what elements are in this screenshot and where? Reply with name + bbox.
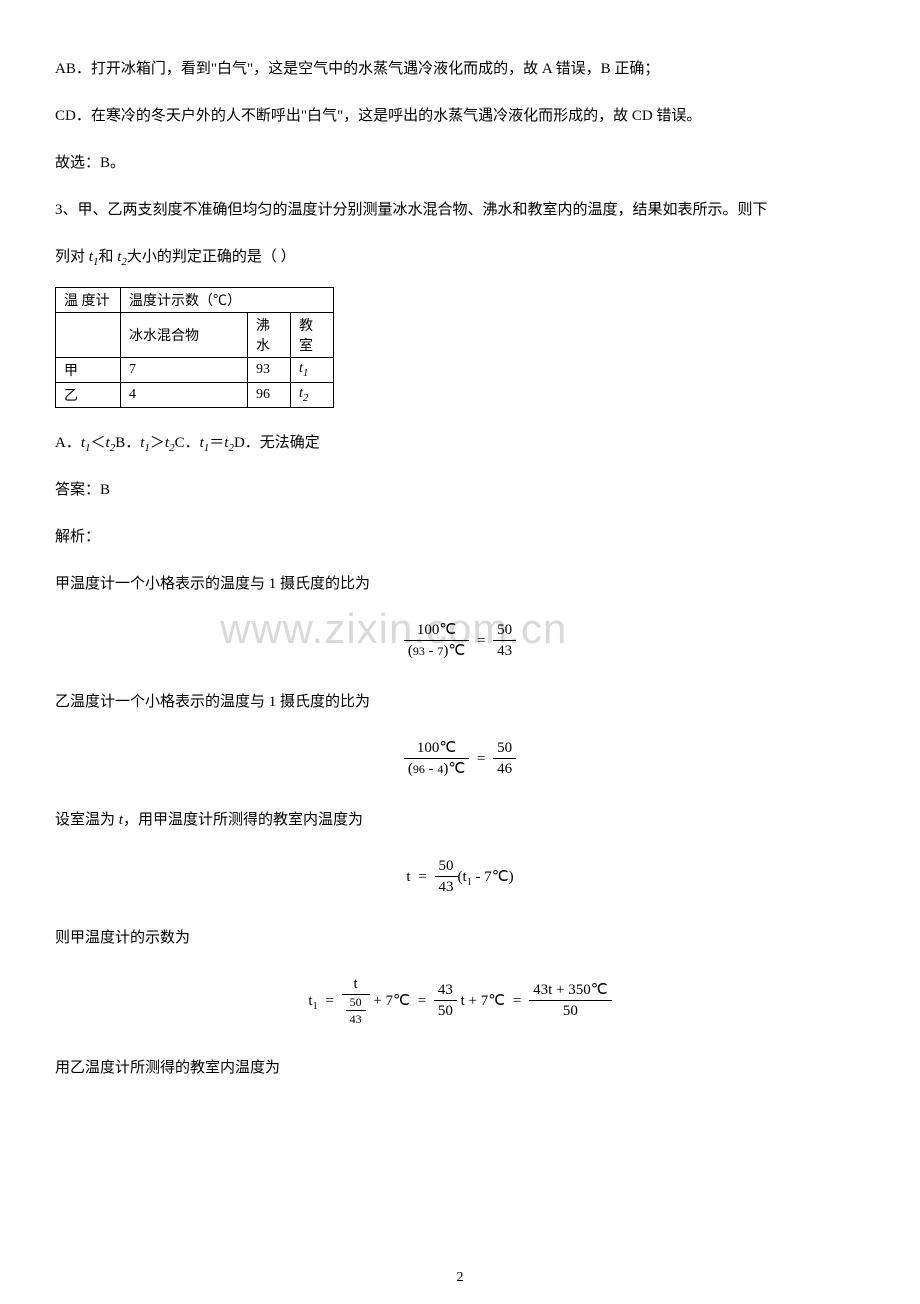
- cell-empty: [56, 313, 121, 358]
- cell-boiling: 沸水: [248, 313, 291, 358]
- question3-stem-line2: 列对 t1和 t2大小的判定正确的是（ ）: [55, 238, 865, 277]
- cell-yi-room: t2: [291, 383, 334, 408]
- formula-1: 100℃ (93 - 7)℃ = 50 43: [55, 622, 865, 661]
- page-number: 2: [0, 1270, 920, 1286]
- th-thermo: 温 度计: [56, 288, 121, 313]
- para-jia-ratio: 甲温度计一个小格表示的温度与 1 摄氏度的比为: [55, 565, 865, 604]
- cell-classroom: 教室: [291, 313, 334, 358]
- th-readings: 温度计示数（℃）: [121, 288, 334, 313]
- paragraph-answer1: 故选：B。: [55, 144, 865, 183]
- cell-jia-ice: 7: [121, 358, 248, 383]
- t2-symbol: t2: [117, 249, 127, 265]
- cell-yi: 乙: [56, 383, 121, 408]
- question3-stem-line1: 3、甲、乙两支刻度不准确但均匀的温度计分别测量冰水混合物、沸水和教室内的温度，结…: [55, 191, 865, 230]
- answer-label: 答案：B: [55, 471, 865, 510]
- para-jia-reading: 则甲温度计的示数为: [55, 919, 865, 958]
- q3-stem-mid: 和: [98, 249, 117, 265]
- cell-yi-ice: 4: [121, 383, 248, 408]
- cell-jia-room: t1: [291, 358, 334, 383]
- cell-jia-boil: 93: [248, 358, 291, 383]
- cell-jia: 甲: [56, 358, 121, 383]
- para-yi-measure: 用乙温度计所测得的教室内温度为: [55, 1049, 865, 1088]
- formula-2: 100℃ (96 - 4)℃ = 50 46: [55, 740, 865, 779]
- options-line: A．t1＜t2B．t1＞t2C．t1＝t2D．无法确定: [55, 424, 865, 463]
- cell-yi-boil: 96: [248, 383, 291, 408]
- para-room-temp: 设室温为 t，用甲温度计所测得的教室内温度为: [55, 801, 865, 840]
- cell-icewater: 冰水混合物: [121, 313, 248, 358]
- analysis-label: 解析：: [55, 518, 865, 557]
- paragraph-cd: CD．在寒冷的冬天户外的人不断呼出"白气"，这是呼出的水蒸气遇冷液化而形成的，故…: [55, 97, 865, 136]
- formula-3: t = 50 43 (t1 - 7℃): [55, 858, 865, 897]
- t1-symbol: t1: [89, 249, 99, 265]
- q3-stem-pre: 列对: [55, 249, 89, 265]
- q3-stem-post: 大小的判定正确的是（ ）: [127, 249, 296, 265]
- para-yi-ratio: 乙温度计一个小格表示的温度与 1 摄氏度的比为: [55, 683, 865, 722]
- formula-4: t1 = t 50 43 + 7℃ = 43 50 t + 7℃ = 43t +…: [55, 976, 865, 1027]
- paragraph-ab: AB．打开冰箱门，看到"白气"，这是空气中的水蒸气遇冷液化而成的，故 A 错误，…: [55, 50, 865, 89]
- thermometer-table: 温 度计 温度计示数（℃） 冰水混合物 沸水 教室 甲 7 93 t1 乙 4 …: [55, 287, 334, 408]
